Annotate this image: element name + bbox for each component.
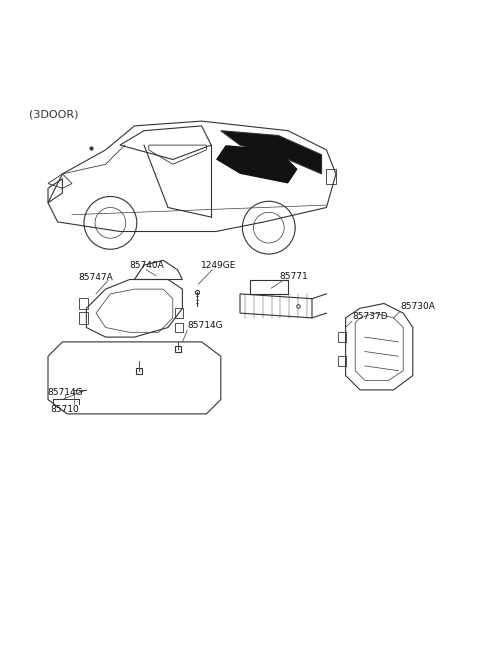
Polygon shape [221,131,322,174]
Bar [175,309,183,318]
Polygon shape [216,145,298,183]
Text: (3DOOR): (3DOOR) [29,109,78,119]
Bar [175,323,183,332]
Text: 85730A: 85730A [401,302,436,311]
Bar [79,298,88,309]
Text: 85771: 85771 [279,272,308,280]
Text: 85714G: 85714G [187,322,223,331]
Text: 85710: 85710 [50,405,79,413]
Text: 85737D: 85737D [353,312,388,321]
Bar [79,312,88,324]
Bar [338,332,346,342]
Text: 1249GE: 1249GE [201,261,236,269]
Bar [338,356,346,366]
Text: 85747A: 85747A [79,272,113,282]
Text: 85740A: 85740A [129,261,164,269]
Text: 85714G: 85714G [47,388,83,397]
